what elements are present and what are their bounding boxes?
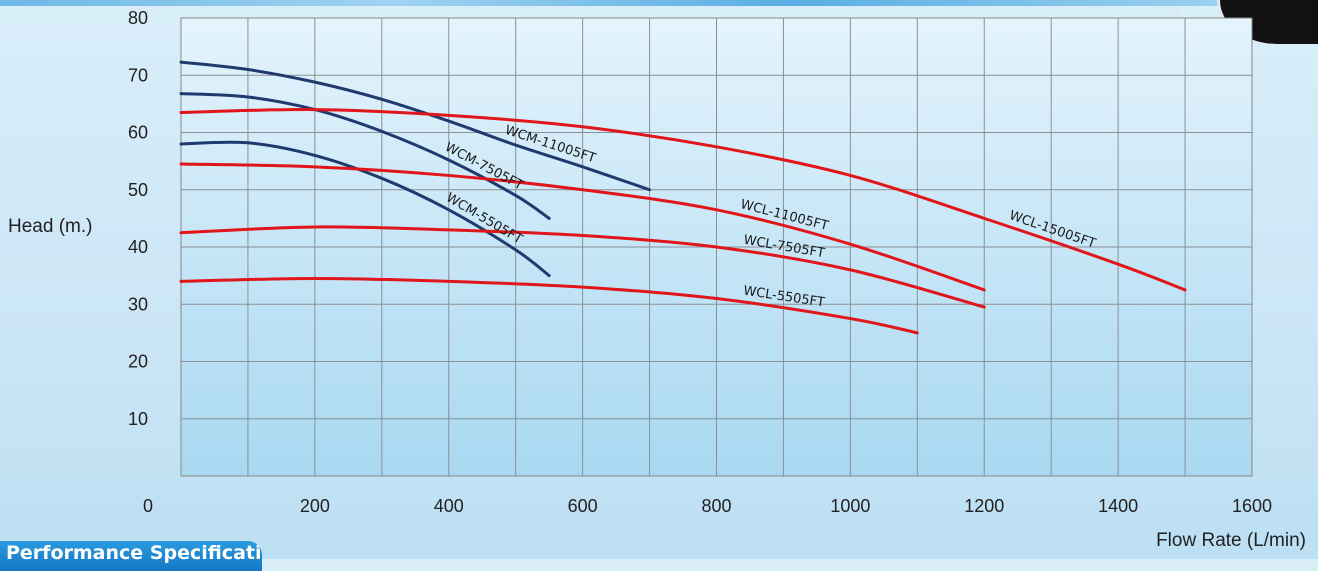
x-tick-label: 800 xyxy=(701,496,731,516)
y-tick-label: 60 xyxy=(128,123,148,143)
top-decorative-band xyxy=(0,0,1318,6)
y-tick-label: 10 xyxy=(128,409,148,429)
series-line-wcl-5505ft xyxy=(179,276,919,335)
y-axis-label: Head (m.) xyxy=(8,216,92,237)
y-tick-label: 50 xyxy=(128,180,148,200)
series-line-wcl-11005ft xyxy=(179,162,986,292)
x-tick-label: 200 xyxy=(300,496,330,516)
x-tick-label: 1200 xyxy=(964,496,1004,516)
series-line-wcl-15005ft xyxy=(179,108,1187,292)
x-tick-label: 1600 xyxy=(1232,496,1272,516)
series-lines xyxy=(179,60,1187,335)
y-tick-label: 30 xyxy=(128,294,148,314)
x-tick-label: 400 xyxy=(434,496,464,516)
y-tick-label: 40 xyxy=(128,237,148,257)
tick-labels: 0 200 400 600 800 1000 1200 1400 1600 10 20 30 40 50 6… xyxy=(128,8,1272,516)
y-tick-label: 70 xyxy=(128,65,148,85)
series-line-wcm-11005ft xyxy=(179,60,652,192)
y-tick-label: 20 xyxy=(128,352,148,372)
x-tick-label: 1400 xyxy=(1098,496,1138,516)
performance-specifications-banner: Performance Specifications xyxy=(0,541,262,571)
x-tick-label: 600 xyxy=(568,496,598,516)
x-tick-label: 1000 xyxy=(830,496,870,516)
series-line-wcm-7505ft xyxy=(179,92,551,220)
y-tick-label: 80 xyxy=(128,8,148,28)
grid-lines xyxy=(181,18,1252,476)
series-line-wcm-5505ft xyxy=(179,140,551,278)
x-axis-label: Flow Rate (L/min) xyxy=(1156,530,1306,551)
series-line-wcl-7505ft xyxy=(179,225,986,309)
x-tick-label: 0 xyxy=(143,496,153,516)
